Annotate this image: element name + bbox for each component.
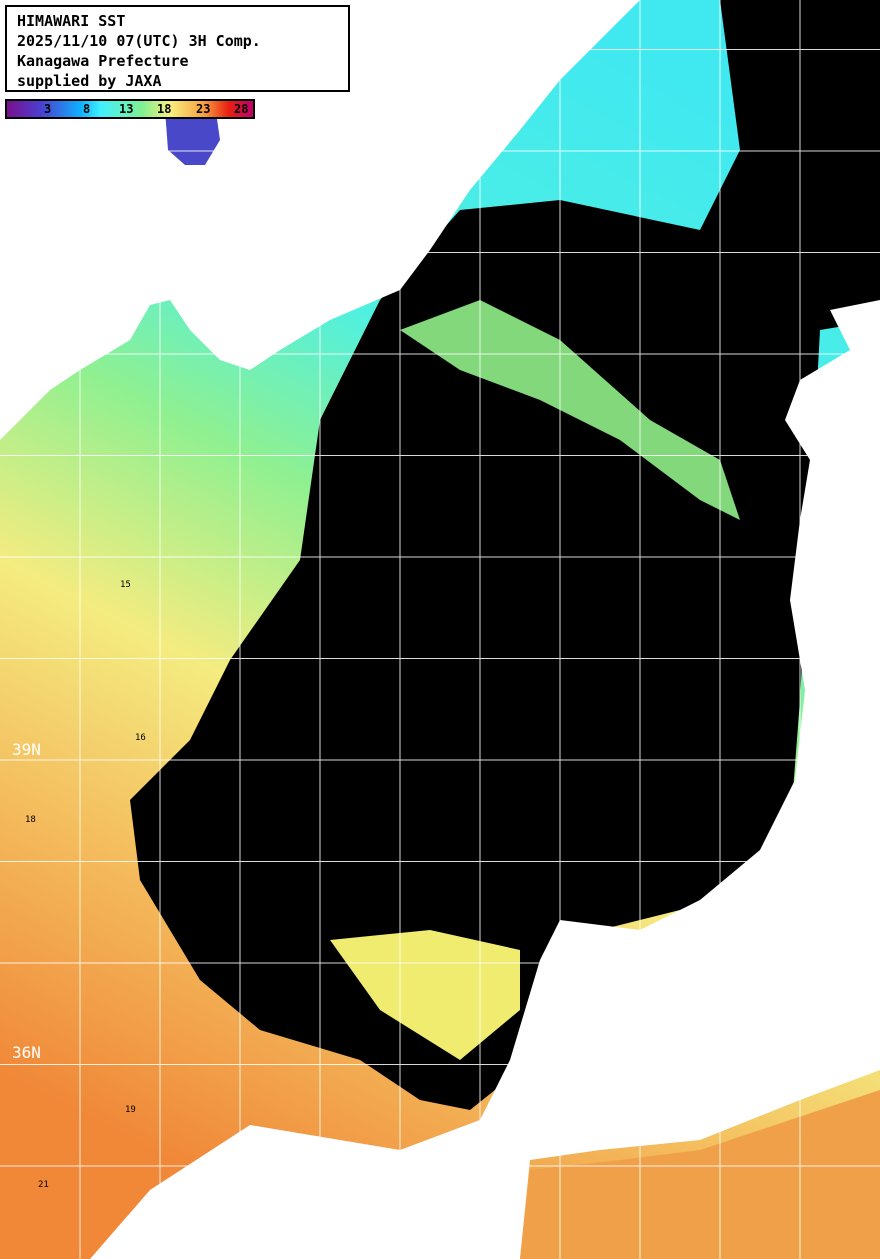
color-scale-bar: 3 8 13 18 23 28	[5, 99, 255, 119]
island-sado	[165, 105, 220, 165]
title-box: HIMAWARI SST 2025/11/10 07(UTC) 3H Comp.…	[5, 5, 350, 92]
scale-tick: 8	[83, 102, 91, 116]
credit-line: supplied by JAXA	[17, 72, 162, 90]
scale-tick: 18	[157, 102, 172, 116]
scale-tick: 23	[196, 102, 211, 116]
cloud-cover	[130, 0, 880, 1110]
sea-southeast	[520, 1090, 880, 1259]
datetime-line: 2025/11/10 07(UTC) 3H Comp.	[17, 32, 261, 50]
land-east	[90, 300, 880, 1259]
title-line: HIMAWARI SST	[17, 12, 126, 30]
contour-label: 15	[120, 580, 131, 590]
region-line: Kanagawa Prefecture	[17, 52, 189, 70]
lat-label-39n: 39N	[12, 740, 41, 759]
scale-tick: 3	[44, 102, 52, 116]
scale-tick: 28	[234, 102, 249, 116]
contour-label: 19	[125, 1105, 136, 1115]
lat-label-36n: 36N	[12, 1043, 41, 1062]
cloud-gap-green	[400, 300, 740, 520]
contour-label: 18	[25, 815, 36, 825]
contour-label: 16	[135, 733, 146, 743]
contour-label: 21	[38, 1180, 49, 1190]
scale-tick: 13	[119, 102, 134, 116]
